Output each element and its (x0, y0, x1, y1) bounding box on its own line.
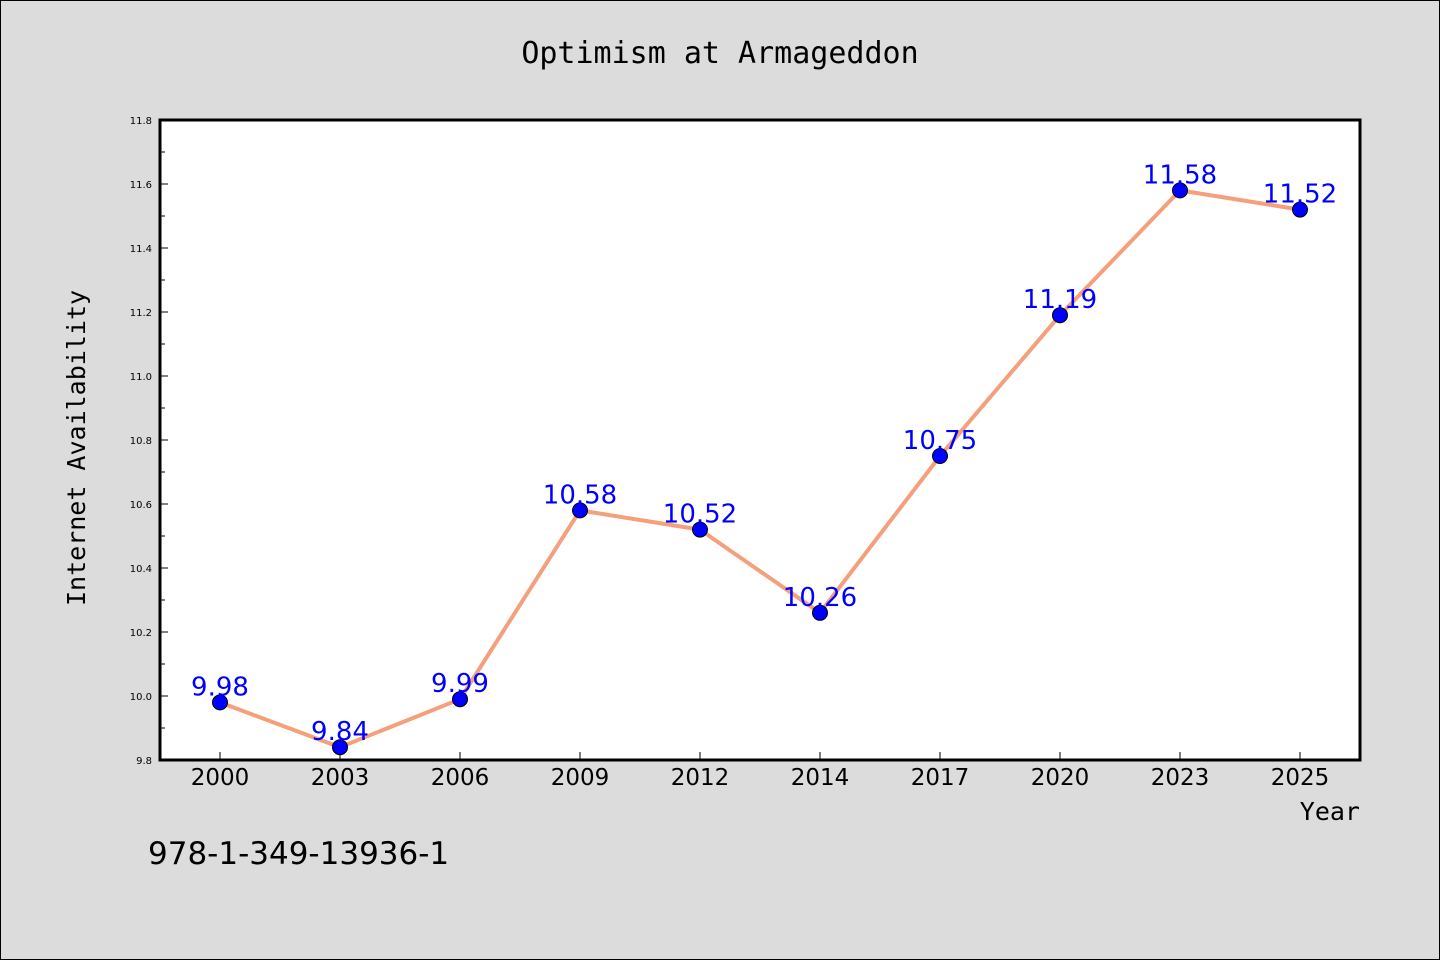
y-tick-label: 10.6 (130, 500, 152, 511)
series-group: 9.98 9.84 9.99 10.58 10.52 10.26 10.75 11.19 11.… (191, 160, 1337, 756)
isbn-text: 978-1-349-13936-1 (148, 836, 449, 872)
data-label: 10.26 (783, 583, 857, 613)
data-label: 9.99 (431, 669, 489, 699)
x-tick-label: 2003 (311, 765, 370, 791)
data-point (812, 604, 828, 621)
y-tick-label: 11.0 (130, 372, 152, 383)
x-tick-label: 2017 (911, 765, 970, 791)
data-point (692, 521, 708, 538)
y-axis-label: Internet Availability (62, 290, 91, 606)
data-point (452, 691, 468, 708)
data-label: 9.98 (191, 672, 249, 702)
y-tick-label: 10.2 (130, 628, 152, 639)
x-axis-label: Year (1300, 797, 1360, 826)
y-axis: 9.8 10.0 10.2 10.4 10.6 10.8 11.0 11.2 11.4 11.6 1… (130, 116, 168, 767)
data-point (1172, 182, 1188, 199)
x-tick-label: 2012 (671, 765, 730, 791)
data-point (1292, 201, 1308, 218)
data-point (1052, 307, 1068, 324)
data-label: 11.19 (1023, 285, 1097, 315)
x-axis: 2000 2003 2006 2009 2012 2014 2017 2020 2023 2025 (191, 752, 1330, 791)
x-tick-label: 2023 (1151, 765, 1210, 791)
x-tick-label: 2009 (551, 765, 610, 791)
data-point (572, 502, 588, 519)
plot-area (158, 118, 1362, 762)
y-tick-label: 11.8 (130, 116, 152, 127)
data-label: 10.58 (543, 480, 617, 510)
x-tick-label: 2006 (431, 765, 490, 791)
y-tick-label: 11.2 (130, 308, 152, 319)
x-tick-label: 2014 (791, 765, 850, 791)
series-line (218, 188, 1302, 750)
data-label: 10.75 (903, 426, 977, 456)
y-tick-label: 11.6 (130, 180, 152, 191)
x-tick-label: 2025 (1271, 765, 1330, 791)
data-label: 11.58 (1143, 160, 1217, 190)
chart-title: Optimism at Armageddon (521, 36, 918, 71)
y-tick-label: 9.8 (136, 756, 152, 767)
data-label: 10.52 (663, 500, 737, 530)
data-label: 9.84 (311, 717, 369, 747)
data-point (332, 739, 348, 756)
x-tick-label: 2020 (1031, 765, 1090, 791)
data-point (932, 448, 948, 464)
data-label: 11.52 (1263, 180, 1337, 210)
x-tick-label: 2000 (191, 765, 250, 791)
y-tick-label: 11.4 (130, 244, 152, 255)
data-point (212, 694, 228, 711)
y-tick-label: 10.0 (130, 692, 152, 703)
y-tick-label: 10.8 (130, 436, 152, 447)
y-tick-label: 10.4 (130, 564, 152, 575)
